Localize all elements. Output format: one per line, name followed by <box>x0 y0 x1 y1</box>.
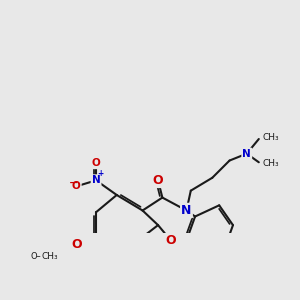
Text: −: − <box>69 178 78 188</box>
Text: N: N <box>181 204 192 217</box>
Text: O: O <box>92 158 100 168</box>
Text: O: O <box>166 234 176 247</box>
Text: +: + <box>97 169 103 178</box>
Text: CH₃: CH₃ <box>263 159 279 168</box>
Text: CH₃: CH₃ <box>263 133 279 142</box>
Text: O–CH₃: O–CH₃ <box>30 253 56 262</box>
Text: O: O <box>72 182 81 191</box>
Text: N: N <box>242 149 251 159</box>
Text: CH₃: CH₃ <box>41 253 58 262</box>
Text: O: O <box>71 238 82 251</box>
Text: O: O <box>153 174 164 187</box>
Text: N: N <box>92 175 100 185</box>
